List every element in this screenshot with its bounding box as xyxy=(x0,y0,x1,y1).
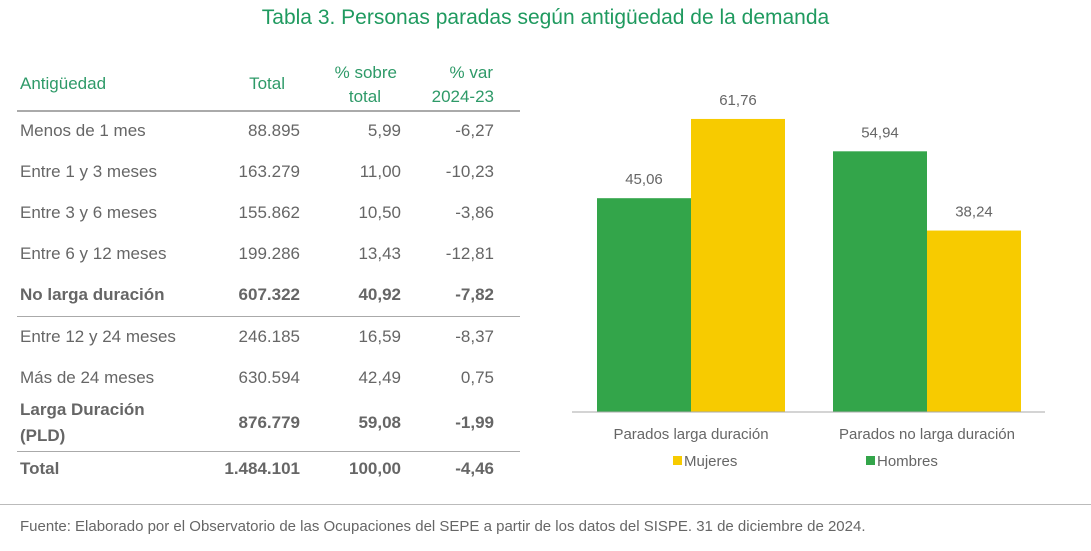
row-pct: 16,59 xyxy=(358,327,401,346)
data-label: 54,94 xyxy=(861,124,899,141)
header-var-a: % var xyxy=(449,63,493,82)
row-var: -6,27 xyxy=(455,121,494,140)
row-var: -3,86 xyxy=(455,203,494,222)
data-label: 45,06 xyxy=(625,171,663,188)
header-antiguedad: Antigüedad xyxy=(20,74,107,93)
row-label: (PLD) xyxy=(20,426,66,445)
legend-swatch xyxy=(673,456,682,465)
bar-mujeres xyxy=(927,230,1021,412)
row-total: 607.322 xyxy=(238,285,300,304)
row-label: Menos de 1 mes xyxy=(20,121,146,140)
row-pct: 42,49 xyxy=(358,368,401,387)
source-note: Fuente: Elaborado por el Observatorio de… xyxy=(20,518,866,535)
row-label: Larga Duración xyxy=(20,400,145,419)
bar-hombres xyxy=(597,198,691,412)
category-label: Parados larga duración xyxy=(613,426,768,443)
legend-swatch xyxy=(866,456,875,465)
row-label: Total xyxy=(20,459,60,478)
row-pct: 13,43 xyxy=(358,244,401,263)
data-label: 61,76 xyxy=(719,92,757,109)
row-var: -4,46 xyxy=(455,459,494,478)
row-total: 88.895 xyxy=(248,121,300,140)
row-pct: 59,08 xyxy=(358,413,401,432)
row-total: 876.779 xyxy=(238,413,300,432)
row-var: 0,75 xyxy=(460,368,494,387)
row-var: -1,99 xyxy=(455,413,494,432)
row-total: 163.279 xyxy=(238,162,300,181)
legend-label: Mujeres xyxy=(684,453,737,470)
category-label: Parados no larga duración xyxy=(839,426,1015,443)
header-var-b: 2024-23 xyxy=(431,87,494,106)
bar-chart: 45,06 54,94 61,76 38,24 Parados larga duraci… xyxy=(572,92,1045,470)
row-label: Más de 24 meses xyxy=(20,368,155,387)
row-pct: 5,99 xyxy=(367,121,401,140)
table-title: Tabla 3. Personas paradas según antigüed… xyxy=(261,6,830,29)
row-pct: 11,00 xyxy=(359,162,401,181)
row-label: Entre 12 y 24 meses xyxy=(20,327,176,346)
row-label: Entre 6 y 12 meses xyxy=(20,244,167,263)
header-total: Total xyxy=(249,74,285,93)
divider xyxy=(17,451,520,452)
row-total: 630.594 xyxy=(238,368,300,387)
row-var: -7,82 xyxy=(455,285,494,304)
bar-hombres xyxy=(833,151,927,412)
row-var: -10,23 xyxy=(445,162,494,181)
row-var: -8,37 xyxy=(455,327,494,346)
header-pct-a: % sobre xyxy=(334,63,397,82)
row-total: 155.862 xyxy=(238,203,300,222)
row-pct: 10,50 xyxy=(358,203,401,222)
row-pct: 40,92 xyxy=(358,285,401,304)
row-total: 199.286 xyxy=(238,244,300,263)
row-total: 246.185 xyxy=(238,327,300,346)
footer-divider xyxy=(0,504,1091,505)
divider xyxy=(17,110,520,112)
row-label: Entre 1 y 3 meses xyxy=(20,162,158,181)
header-pct-b: total xyxy=(348,87,381,106)
row-label: No larga duración xyxy=(20,285,165,304)
row-var: -12,81 xyxy=(445,244,494,263)
row-label: Entre 3 y 6 meses xyxy=(20,203,158,222)
bar-mujeres xyxy=(691,118,785,413)
data-label: 38,24 xyxy=(955,204,993,221)
row-total: 1.484.101 xyxy=(224,459,300,478)
legend-label: Hombres xyxy=(877,453,938,470)
divider xyxy=(17,316,520,317)
row-pct: 100,00 xyxy=(349,459,401,478)
